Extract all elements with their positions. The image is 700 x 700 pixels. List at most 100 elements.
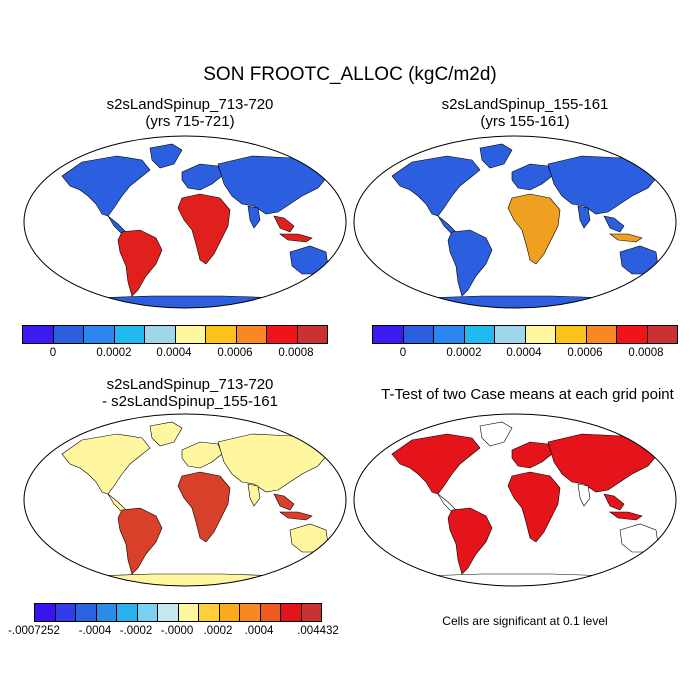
- continent-se-asia: [603, 493, 625, 511]
- continent-australia: [289, 523, 329, 553]
- map-panel-3: [23, 413, 347, 587]
- colorbar-swatch: [178, 604, 199, 621]
- map-panel-2: [353, 135, 677, 309]
- colorbar-swatch: [55, 604, 76, 621]
- panel-3-title-line1: s2sLandSpinup_713-720: [106, 376, 274, 393]
- continent-australia: [289, 245, 329, 275]
- continent-south-america: [117, 229, 163, 297]
- colorbar-swatch: [84, 326, 115, 343]
- colorbar-swatch: [373, 326, 404, 343]
- colorbar-top-left: [22, 325, 328, 344]
- panel-3-title-line2: - s2sLandSpinup_155-161: [102, 393, 278, 410]
- colorbar-swatch: [23, 326, 54, 343]
- continent-north-america: [61, 155, 151, 217]
- colorbar-top-right: [372, 325, 678, 344]
- continent-india: [577, 205, 591, 229]
- continent-central-america: [437, 493, 457, 513]
- continent-europe: [511, 441, 553, 469]
- continent-australia: [619, 245, 659, 275]
- colorbar-swatch: [267, 326, 298, 343]
- colorbar-tick: -.0002: [119, 625, 153, 637]
- panel-4-title: T-Test of two Case means at each grid po…: [355, 386, 700, 403]
- panel-2-title: s2sLandSpinup_155-161 (yrs 155-161): [355, 96, 695, 130]
- colorbar-tick: 0.0002: [446, 347, 482, 359]
- continent-africa: [507, 193, 561, 265]
- continent-se-asia: [273, 215, 295, 233]
- map-panel-1: [23, 135, 347, 309]
- continent-central-america: [437, 215, 457, 235]
- continent-se-asia: [603, 215, 625, 233]
- panel-1-title: s2sLandSpinup_713-720 (yrs 715-721): [30, 96, 350, 130]
- map-border: [353, 413, 677, 587]
- significance-note: Cells are significant at 0.1 level: [442, 614, 608, 628]
- continent-europe: [511, 163, 553, 191]
- colorbar-tick: -.0000: [160, 625, 194, 637]
- continent-asia: [547, 155, 659, 215]
- colorbar-tick: .004432: [297, 625, 339, 637]
- colorbar-tick: 0.0006: [217, 347, 253, 359]
- continent-africa: [177, 193, 231, 265]
- colorbar-swatch: [199, 604, 220, 621]
- colorbar-swatch: [301, 604, 321, 621]
- continent-australia: [619, 523, 659, 553]
- colorbar-swatch: [206, 326, 237, 343]
- continent-antarctica: [91, 573, 283, 586]
- colorbar-tick: 0.0008: [628, 347, 664, 359]
- panel-2-title-line2: (yrs 155-161): [480, 113, 570, 130]
- colorbar-swatch: [525, 326, 556, 343]
- colorbar-swatch: [76, 604, 97, 621]
- continent-south-america: [447, 507, 493, 575]
- colorbar-swatch: [96, 604, 117, 621]
- continent-south-america: [447, 229, 493, 297]
- colorbar-tick: 0.0004: [506, 347, 542, 359]
- continent-antarctica: [91, 295, 283, 308]
- colorbar-swatch: [556, 326, 587, 343]
- continent-greenland: [149, 143, 183, 169]
- continent-greenland: [479, 143, 513, 169]
- continent-antarctica: [421, 573, 613, 586]
- colorbar-swatch: [137, 604, 158, 621]
- colorbar-tick: 0.0006: [567, 347, 603, 359]
- continent-indonesia: [609, 511, 643, 521]
- colorbar-swatch: [297, 326, 327, 343]
- colorbar-swatch: [53, 326, 84, 343]
- colorbar-swatch: [219, 604, 240, 621]
- colorbar-swatch: [240, 604, 261, 621]
- colorbar-swatch: [158, 604, 179, 621]
- continent-north-america: [391, 155, 481, 217]
- continent-africa: [507, 471, 561, 543]
- colorbar-tick: -.0004: [78, 625, 112, 637]
- colorbar-swatch: [617, 326, 648, 343]
- continent-indonesia: [279, 233, 313, 243]
- colorbar-swatch: [495, 326, 526, 343]
- colorbar-swatch: [281, 604, 302, 621]
- continent-asia: [217, 433, 329, 493]
- colorbar-tick: -.0007252: [8, 625, 60, 637]
- colorbar-swatch: [117, 604, 138, 621]
- colorbar-swatch: [260, 604, 281, 621]
- continent-north-america: [61, 433, 151, 495]
- colorbar-tick: 0.0008: [278, 347, 314, 359]
- colorbar-swatch: [586, 326, 617, 343]
- colorbar-swatch: [35, 604, 56, 621]
- colorbar-swatch: [145, 326, 176, 343]
- continent-indonesia: [609, 233, 643, 243]
- map-border: [353, 135, 677, 309]
- colorbar-swatch: [647, 326, 677, 343]
- colorbar-tick: 0: [49, 347, 57, 359]
- colorbar-tick: 0.0004: [156, 347, 192, 359]
- figure-title: SON FROOTC_ALLOC (kgC/m2d): [203, 64, 497, 85]
- colorbar-tick: .0004: [244, 625, 274, 637]
- panel-2-title-line1: s2sLandSpinup_155-161: [441, 96, 609, 113]
- continent-europe: [181, 163, 223, 191]
- continent-central-america: [107, 493, 127, 513]
- panel-1-title-line1: s2sLandSpinup_713-720: [106, 96, 274, 113]
- continent-se-asia: [273, 493, 295, 511]
- panel-3-title: s2sLandSpinup_713-720 - s2sLandSpinup_15…: [30, 376, 350, 410]
- continent-greenland: [479, 421, 513, 447]
- continent-asia: [547, 433, 659, 493]
- continent-south-america: [117, 507, 163, 575]
- continent-asia: [217, 155, 329, 215]
- map-border: [23, 413, 347, 587]
- continent-india: [577, 483, 591, 507]
